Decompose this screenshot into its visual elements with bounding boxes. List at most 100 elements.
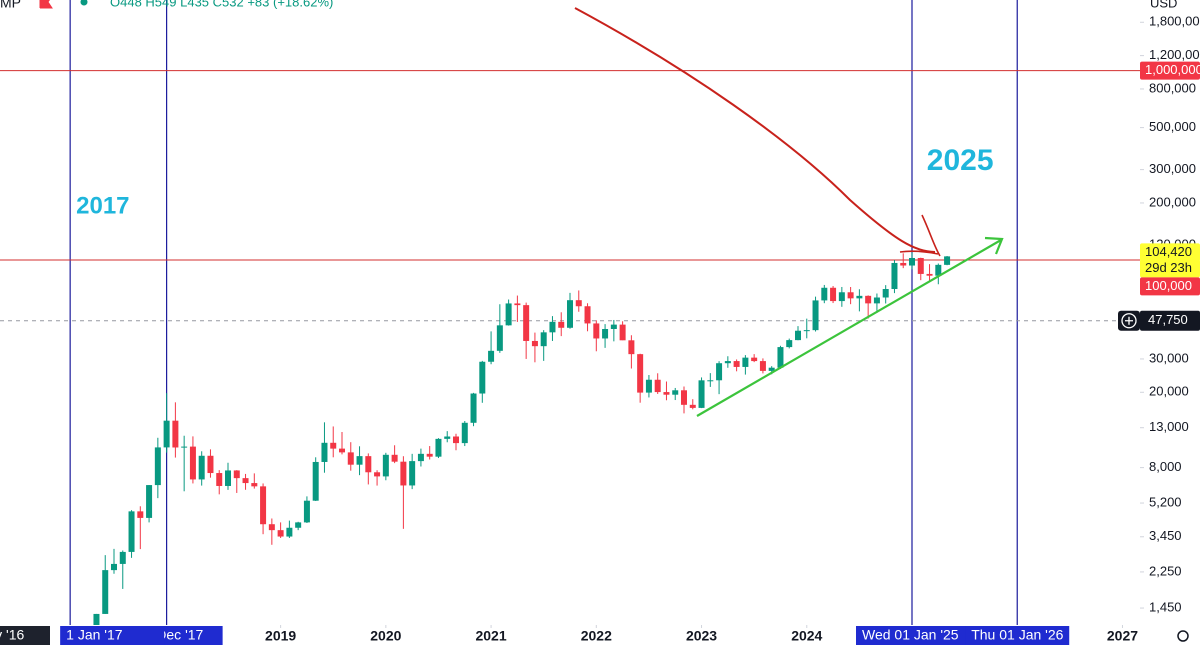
- y-tick-label: 300,000: [1149, 161, 1196, 176]
- x-tick-label: 2027: [1107, 628, 1138, 644]
- y-tick-label: 2,250: [1149, 563, 1182, 578]
- symbol: MP: [0, 0, 21, 11]
- candle-body: [146, 485, 153, 518]
- candle-body: [251, 483, 258, 487]
- date-marker-tag: Thu 01 Jan '26: [971, 627, 1063, 643]
- candle-body: [865, 295, 872, 304]
- y-tick-label: 8,000: [1149, 459, 1182, 474]
- candle-body: [216, 473, 223, 486]
- crosshair-tag: 47,750: [1148, 312, 1188, 327]
- candle-body: [540, 332, 547, 347]
- candle-body: [295, 522, 302, 528]
- candle-body: [347, 452, 354, 465]
- y-tick-label: 500,000: [1149, 119, 1196, 134]
- candle-body: [593, 323, 600, 339]
- candle-body: [768, 367, 775, 371]
- candle-body: [523, 305, 530, 341]
- annotation: 2025: [927, 144, 994, 177]
- candle-body: [724, 361, 731, 364]
- candle-body: [365, 456, 372, 473]
- x-tick-label: 2024: [791, 628, 822, 644]
- date-marker-tag-bg: [60, 626, 165, 645]
- candle-body: [847, 292, 854, 299]
- candle-body: [558, 321, 565, 328]
- candle-body: [339, 448, 345, 453]
- candle-body: [935, 264, 942, 276]
- candle-body: [268, 524, 275, 531]
- candle-body: [663, 392, 670, 395]
- candle-body: [119, 551, 126, 564]
- candle-body: [672, 390, 679, 395]
- candle-body: [637, 354, 644, 393]
- candle-body: [137, 511, 144, 518]
- candle-body: [681, 390, 687, 405]
- candle-body: [909, 257, 915, 266]
- candle-body: [689, 404, 696, 408]
- trend-arrow: [696, 236, 1004, 417]
- candle-body: [795, 330, 801, 341]
- candle-body: [514, 303, 521, 306]
- candle-body: [654, 379, 661, 393]
- candle-body: [260, 486, 267, 525]
- date-marker-tag: Wed 01 Jan '25: [862, 627, 959, 643]
- candle-body: [742, 357, 749, 367]
- x-tick-label: 2022: [581, 628, 612, 644]
- candle-body: [93, 613, 100, 633]
- candle-body: [926, 273, 933, 276]
- candle-body: [233, 470, 240, 479]
- candle-body: [786, 340, 793, 348]
- y-tick-label: 5,200: [1149, 494, 1182, 509]
- candle-body: [496, 325, 503, 351]
- candle-body: [391, 454, 398, 462]
- date-marker-tag: 1 Jan '17: [66, 627, 123, 643]
- y-tick-label: 30,000: [1149, 350, 1189, 365]
- candle-body: [645, 379, 652, 393]
- y-tick-label: 200,000: [1149, 194, 1196, 209]
- price-line-tag: 1,000,000: [1145, 62, 1200, 77]
- x-tick-label: May '16: [0, 627, 25, 643]
- candle-body: [435, 438, 442, 457]
- candle-body: [453, 436, 459, 444]
- candle-body: [286, 527, 293, 537]
- x-tick-tag-bg: [0, 626, 50, 645]
- candle-body: [733, 361, 740, 367]
- candle-body: [602, 328, 609, 339]
- candle-body: [891, 262, 898, 290]
- candle-body: [330, 442, 337, 449]
- candle-body: [488, 350, 495, 362]
- candle-body: [505, 303, 512, 326]
- settings-icon: [1177, 630, 1189, 642]
- candle-body: [917, 257, 924, 274]
- candle-body: [821, 287, 828, 301]
- date-marker-tag-bg: [856, 626, 968, 645]
- candle-body: [461, 422, 468, 444]
- candle-body: [549, 321, 556, 333]
- x-tick-label: 2021: [475, 628, 506, 644]
- candle-body: [759, 361, 766, 371]
- candle-body: [111, 563, 117, 571]
- x-tick-label: 2020: [370, 628, 401, 644]
- candle-body: [312, 461, 319, 501]
- candle-body: [172, 420, 179, 448]
- candle-body: [154, 447, 161, 486]
- candle-body: [382, 454, 389, 477]
- candle-body: [830, 287, 837, 302]
- candle-body: [900, 262, 907, 266]
- currency: USD: [1150, 0, 1177, 10]
- add-alert-plus: [1125, 316, 1133, 325]
- candle-body: [409, 461, 416, 486]
- price-line-tag-bg: [1140, 61, 1200, 80]
- countdown-tag-bg: [1140, 259, 1200, 278]
- candle-body: [225, 470, 231, 486]
- candle-body: [444, 436, 451, 439]
- ohlc-legend: O448 H549 L435 C532 +83 (+18.62%): [110, 0, 333, 9]
- candle-body: [838, 292, 845, 302]
- y-tick-label: 20,000: [1149, 384, 1189, 399]
- candle-body: [812, 300, 819, 331]
- candle-body: [128, 511, 135, 552]
- candle-body: [751, 357, 758, 362]
